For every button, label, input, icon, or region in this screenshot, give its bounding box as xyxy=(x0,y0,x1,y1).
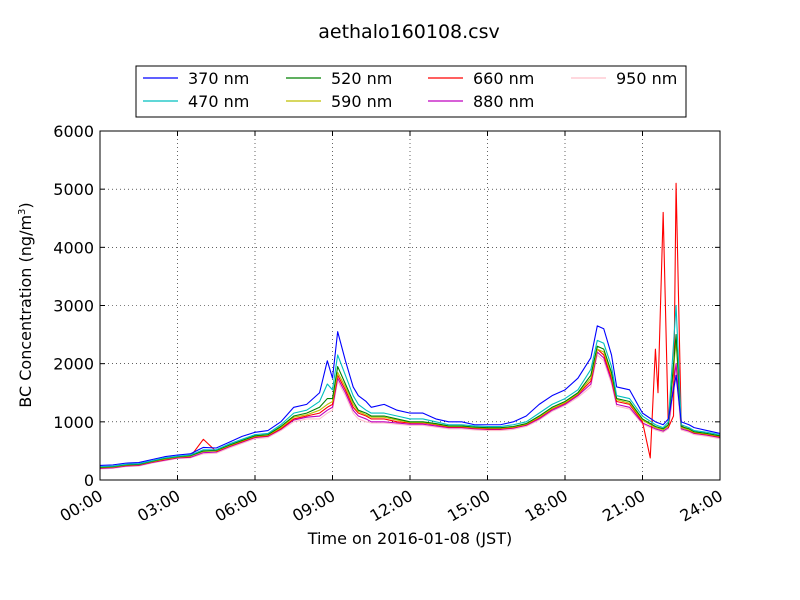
y-tick-label: 1000 xyxy=(53,413,94,432)
legend-label: 950 nm xyxy=(616,69,677,88)
legend-label: 660 nm xyxy=(473,69,534,88)
series-line-470-nm xyxy=(99,304,721,468)
series-line-370-nm xyxy=(99,325,721,467)
series-line-520-nm xyxy=(99,334,721,468)
series-line-950-nm xyxy=(99,354,721,470)
legend-label: 370 nm xyxy=(188,69,249,88)
legend-items: 370 nm 470 nm 520 nm 590 nm 660 nm 880 nm 950 … xyxy=(143,69,677,111)
legend-box xyxy=(135,65,687,118)
legend-label: 470 nm xyxy=(188,92,249,111)
legend-label: 590 nm xyxy=(331,92,392,111)
x-axis-label: Time on 2016-01-08 (JST) xyxy=(307,529,512,548)
legend-label: 880 nm xyxy=(473,92,534,111)
y-tick-label: 4000 xyxy=(53,238,94,257)
y-tick-label: 6000 xyxy=(53,122,94,141)
y-axis-label-main: BC Concentration (ng/m xyxy=(16,215,35,408)
series-lines xyxy=(99,182,721,470)
y-axis-label-close: ) xyxy=(16,202,35,208)
y-axis-label-superscript: 3 xyxy=(17,209,28,215)
y-tick-label: 2000 xyxy=(53,355,94,374)
chart-title: aethalo160108.csv xyxy=(318,21,500,43)
grid xyxy=(100,131,720,480)
y-axis-label: BC Concentration (ng/m3) xyxy=(16,202,35,407)
y-tick-label: 5000 xyxy=(53,180,94,199)
y-tick-label: 3000 xyxy=(53,297,94,316)
legend-label: 520 nm xyxy=(331,69,392,88)
legend: 370 nm 470 nm 520 nm 590 nm 660 nm 880 nm 950 … xyxy=(135,65,687,118)
y-tick-label: 0 xyxy=(84,471,94,490)
